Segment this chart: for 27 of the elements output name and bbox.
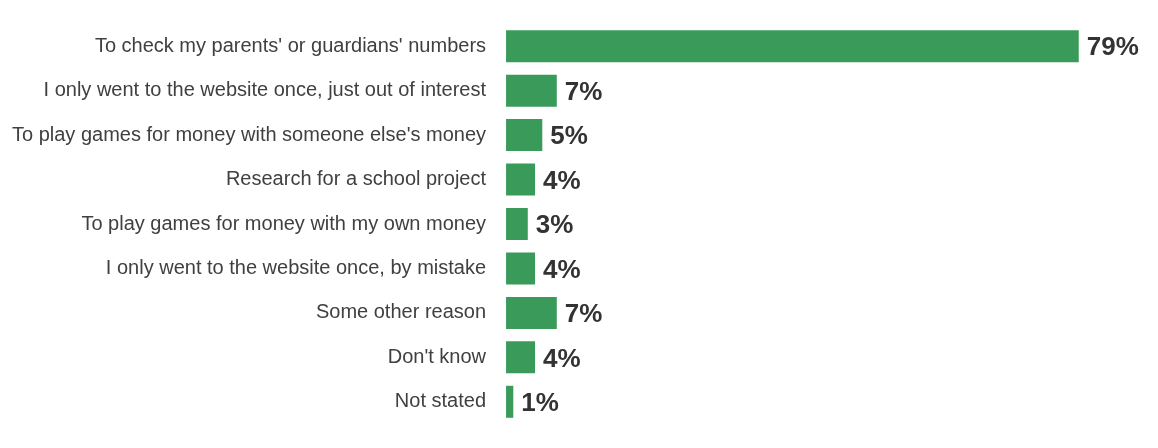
- data-label: 7%: [564, 75, 603, 106]
- bar: [506, 30, 1079, 63]
- y-tick-label: I only went to the website once, just out of interest: [43, 78, 487, 101]
- y-tick-label: To check my parents' or guardians' numbers: [94, 33, 487, 56]
- data-label: 5%: [550, 120, 588, 151]
- y-tick-label: To play games for money with my own money: [81, 211, 487, 234]
- data-label: 4%: [543, 253, 581, 284]
- bar: [506, 252, 536, 285]
- data-label: 3%: [535, 209, 574, 240]
- y-tick-label: Research for a school project: [225, 167, 487, 190]
- bar: [506, 296, 557, 329]
- y-tick-label: Some other reason: [315, 300, 487, 323]
- y-tick-label: I only went to the website once, by mistake: [105, 255, 487, 278]
- y-tick-label: To play games for money with someone else's money: [12, 122, 487, 145]
- y-tick-label: Don't know: [387, 344, 487, 367]
- bar: [506, 163, 536, 196]
- data-label: 4%: [543, 164, 581, 195]
- data-label: 79%: [1086, 31, 1139, 62]
- data-label: 4%: [543, 342, 581, 373]
- data-label: 1%: [521, 386, 559, 417]
- bar: [506, 341, 536, 374]
- bar: [506, 385, 514, 418]
- bar: [506, 119, 543, 152]
- data-label: 7%: [564, 298, 603, 329]
- bar: [506, 74, 557, 107]
- y-tick-label: Not stated: [394, 389, 487, 412]
- bar: [506, 208, 528, 240]
